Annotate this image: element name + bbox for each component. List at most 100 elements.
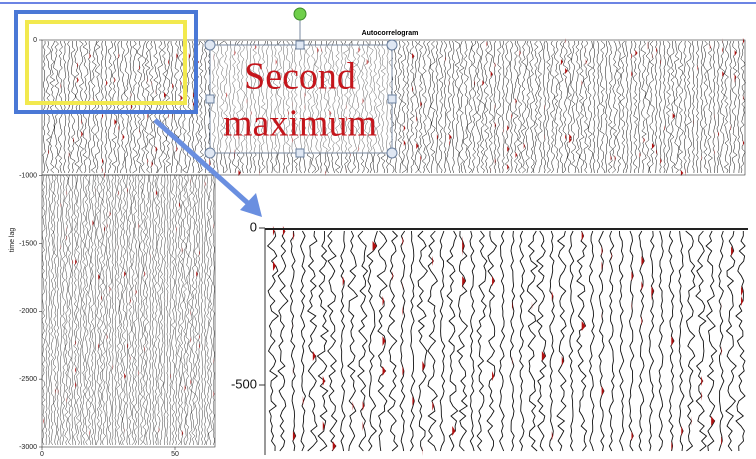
trace — [45, 175, 47, 445]
trace-fill — [110, 286, 111, 292]
trace — [696, 41, 698, 173]
trace — [616, 41, 621, 173]
trace — [534, 41, 539, 173]
trace-fill — [718, 131, 719, 137]
trace-fill — [507, 164, 509, 170]
trace — [436, 41, 438, 173]
trace — [546, 41, 551, 173]
trace — [152, 175, 154, 445]
trace — [199, 41, 204, 173]
trace — [143, 175, 147, 445]
trace — [64, 41, 66, 173]
trace-fill — [123, 134, 125, 140]
trace — [510, 41, 513, 173]
x-tick-label: 50 — [171, 451, 179, 458]
trace — [630, 41, 633, 173]
trace — [633, 41, 638, 173]
trace — [459, 41, 464, 173]
trace-fill — [136, 289, 137, 295]
trace — [174, 41, 179, 173]
y-tick-label: -3000 — [19, 444, 37, 451]
trace — [438, 41, 443, 173]
trace — [484, 41, 489, 173]
trace — [149, 41, 154, 173]
trace — [192, 175, 196, 445]
trace — [74, 175, 78, 445]
trace — [96, 175, 100, 445]
trace — [167, 175, 169, 445]
trace — [703, 41, 708, 173]
rotate-handle[interactable] — [294, 8, 306, 20]
trace-fill — [644, 137, 645, 143]
trace — [579, 41, 584, 173]
trace — [206, 175, 210, 445]
trace — [418, 41, 422, 173]
trace — [57, 175, 59, 445]
trace-fill — [77, 77, 78, 83]
trace-fill — [118, 190, 119, 196]
trace — [717, 41, 719, 173]
trace — [140, 175, 144, 445]
trace — [621, 41, 626, 173]
trace — [177, 175, 181, 445]
trace — [209, 175, 213, 445]
trace — [563, 41, 568, 173]
trace-fill — [710, 44, 711, 50]
trace — [101, 41, 103, 173]
trace — [112, 175, 114, 445]
trace — [410, 41, 415, 173]
trace — [112, 41, 117, 173]
trace — [724, 41, 728, 173]
trace-fill — [168, 59, 169, 65]
trace — [99, 175, 103, 445]
side-handle[interactable] — [388, 95, 396, 103]
trace — [79, 41, 83, 173]
corner-handle[interactable] — [205, 40, 215, 50]
side-handle[interactable] — [206, 95, 214, 103]
trace-fill — [515, 152, 517, 158]
trace-fill — [495, 62, 496, 68]
annotation-line-1: Second — [244, 56, 356, 98]
trace — [137, 41, 142, 173]
trace — [517, 41, 522, 173]
trace — [467, 41, 472, 173]
trace — [397, 41, 402, 173]
corner-handle[interactable] — [205, 148, 215, 158]
zoom-y-tick-label: -500 — [231, 376, 257, 391]
trace-fill — [404, 125, 405, 131]
trace — [674, 41, 679, 173]
trace — [169, 175, 171, 445]
trace — [180, 175, 184, 445]
side-handle[interactable] — [296, 149, 304, 157]
trace — [720, 41, 725, 173]
trace-fill — [114, 77, 115, 83]
trace-fill — [582, 80, 583, 86]
trace — [521, 41, 526, 173]
y-tick-label: -1500 — [19, 240, 37, 247]
trace — [571, 41, 576, 173]
corner-handle[interactable] — [387, 148, 397, 158]
trace-fill — [205, 181, 206, 187]
trace — [729, 41, 731, 173]
trace — [201, 175, 203, 445]
trace — [401, 41, 406, 173]
corner-handle[interactable] — [387, 40, 397, 50]
trace — [157, 41, 162, 173]
trace — [65, 175, 69, 445]
trace — [115, 175, 117, 445]
trace — [68, 41, 71, 173]
trace — [60, 175, 62, 445]
trace — [684, 41, 687, 173]
trace — [650, 41, 655, 173]
trace — [91, 175, 95, 445]
trace-fill — [214, 391, 215, 397]
trace — [85, 175, 89, 445]
side-handle[interactable] — [296, 41, 304, 49]
trace — [102, 175, 106, 445]
trace — [605, 41, 608, 173]
trace — [76, 175, 80, 445]
trace — [71, 175, 73, 445]
trace — [463, 41, 468, 173]
trace — [554, 41, 559, 173]
trace — [160, 175, 164, 445]
